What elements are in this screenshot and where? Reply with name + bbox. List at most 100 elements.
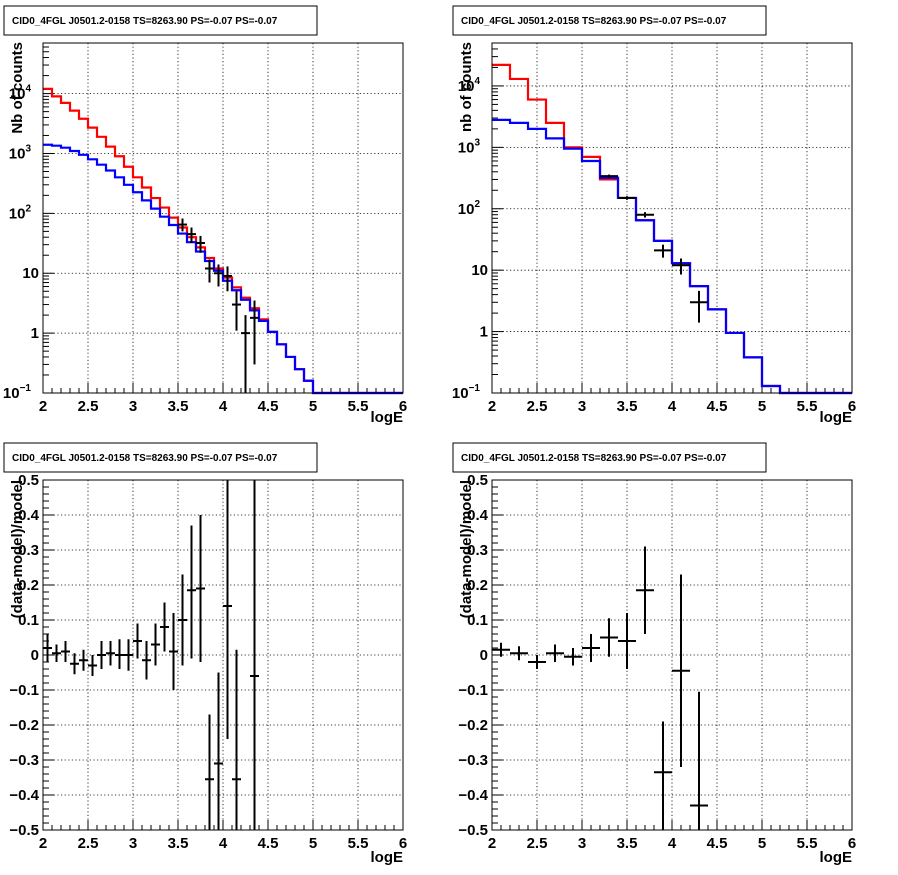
y-tick-label: 103 bbox=[458, 137, 481, 156]
x-axis-label: logE bbox=[371, 849, 404, 866]
panel-counts-left: CID0_4FGL J0501.2-0158 TS=8263.90 PS=-0.… bbox=[3, 5, 407, 426]
y-tick-label: 0.3 bbox=[467, 542, 488, 559]
x-tick-label: 2.5 bbox=[78, 398, 99, 415]
y-tick-label: −0.5 bbox=[9, 822, 39, 839]
y-tick-label: 103 bbox=[9, 143, 32, 162]
panel-residuals-right: CID0_4FGL J0501.2-0158 TS=8263.90 PS=-0.… bbox=[452, 442, 856, 866]
x-tick-label: 6 bbox=[399, 398, 407, 415]
title-box bbox=[452, 5, 767, 36]
x-tick-label: 3.5 bbox=[168, 398, 189, 415]
y-tick-label: −0.1 bbox=[458, 682, 488, 699]
x-tick-label: 4.5 bbox=[258, 398, 279, 415]
chart-title: CID0_4FGL J0501.2-0158 TS=8263.90 PS=-0.… bbox=[12, 453, 278, 464]
plot-frame bbox=[42, 42, 404, 394]
x-tick-label: 2 bbox=[39, 398, 47, 415]
y-tick-label: 0.3 bbox=[18, 542, 39, 559]
x-tick-label: 5 bbox=[309, 835, 317, 852]
x-tick-label: 2.5 bbox=[527, 398, 548, 415]
x-tick-label: 5 bbox=[309, 398, 317, 415]
y-tick-label: 0.4 bbox=[467, 507, 489, 524]
x-tick-label: 6 bbox=[848, 398, 856, 415]
panel-counts-right: CID0_4FGL J0501.2-0158 TS=8263.90 PS=-0.… bbox=[452, 5, 856, 426]
x-tick-label: 3.5 bbox=[617, 835, 638, 852]
x-tick-label: 3.5 bbox=[168, 835, 189, 852]
y-tick-label: 0 bbox=[480, 647, 488, 664]
x-tick-label: 2 bbox=[488, 398, 496, 415]
y-tick-label: −0.4 bbox=[9, 787, 39, 804]
x-tick-label: 4 bbox=[219, 398, 228, 415]
x-axis-label: logE bbox=[820, 409, 853, 426]
x-tick-label: 5.5 bbox=[348, 398, 369, 415]
plot-background bbox=[492, 43, 852, 393]
x-tick-label: 6 bbox=[848, 835, 856, 852]
x-tick-label: 4.5 bbox=[707, 835, 728, 852]
y-tick-label: 1 bbox=[480, 324, 488, 341]
x-tick-label: 3 bbox=[578, 398, 586, 415]
x-tick-label: 6 bbox=[399, 835, 407, 852]
histogram-line bbox=[43, 143, 403, 395]
x-tick-label: 4 bbox=[219, 835, 228, 852]
x-tick-label: 4 bbox=[668, 398, 677, 415]
y-tick-label: −0.2 bbox=[9, 717, 39, 734]
histogram-line bbox=[492, 118, 852, 395]
x-tick-label: 4 bbox=[668, 835, 677, 852]
x-tick-label: 4.5 bbox=[258, 835, 279, 852]
x-tick-label: 5 bbox=[758, 835, 766, 852]
plot-area: 2 2.5 3 3.5 4 4.5 5 5.5 6 −0.5 −0.4 −0.3 −0.2 −0.1 0 0.… bbox=[458, 472, 856, 852]
plot-area: 2 2.5 3 3.5 4 4.5 5 5.5 6 −0.5 −0.4 −0.3 −0.2 −0.1 0 0.… bbox=[9, 472, 407, 852]
x-tick-label: 5.5 bbox=[797, 398, 818, 415]
panel-residuals-left: CID0_4FGL J0501.2-0158 TS=8263.90 PS=-0.… bbox=[3, 442, 407, 866]
y-tick-label: 10−1 bbox=[3, 383, 32, 402]
x-tick-label: 3 bbox=[578, 835, 586, 852]
plot-frame bbox=[491, 42, 853, 394]
y-tick-label: 102 bbox=[9, 203, 32, 222]
y-tick-label: −0.3 bbox=[458, 752, 488, 769]
y-tick-label: 1 bbox=[31, 325, 39, 342]
x-tick-label: 2.5 bbox=[527, 835, 548, 852]
title-box bbox=[452, 442, 767, 473]
y-tick-label: 0.5 bbox=[18, 472, 39, 489]
title-box bbox=[3, 5, 318, 36]
y-tick-label: 0.1 bbox=[467, 612, 488, 629]
plot-background bbox=[43, 43, 403, 393]
x-tick-label: 5.5 bbox=[348, 835, 369, 852]
y-tick-label: 0.2 bbox=[467, 577, 488, 594]
y-tick-label: −0.1 bbox=[9, 682, 39, 699]
y-tick-label: 10 bbox=[22, 265, 39, 282]
title-box bbox=[3, 442, 318, 473]
x-tick-label: 5.5 bbox=[797, 835, 818, 852]
y-tick-label: 0.2 bbox=[18, 577, 39, 594]
y-axis-label: (data-model)/model bbox=[9, 480, 26, 618]
y-tick-label: 0 bbox=[31, 647, 39, 664]
y-tick-label: 102 bbox=[458, 199, 481, 218]
x-tick-label: 3.5 bbox=[617, 398, 638, 415]
y-axis-label: nb of counts bbox=[458, 42, 475, 132]
y-tick-label: −0.4 bbox=[458, 787, 488, 804]
y-tick-label: 0.5 bbox=[467, 472, 488, 489]
plot-frame bbox=[491, 479, 853, 831]
chart-title: CID0_4FGL J0501.2-0158 TS=8263.90 PS=-0.… bbox=[461, 453, 727, 464]
y-tick-label: 10 bbox=[471, 262, 488, 279]
x-tick-label: 2.5 bbox=[78, 835, 99, 852]
x-tick-label: 2 bbox=[39, 835, 47, 852]
x-tick-label: 3 bbox=[129, 835, 137, 852]
y-tick-label: −0.5 bbox=[458, 822, 488, 839]
x-tick-label: 3 bbox=[129, 398, 137, 415]
y-axis-label: Nb of counts bbox=[9, 42, 26, 134]
y-tick-label: 10−1 bbox=[452, 383, 481, 402]
y-axis-label: (data-model)/model bbox=[458, 480, 475, 618]
plot-frame bbox=[42, 479, 404, 831]
y-tick-label: 0.1 bbox=[18, 612, 39, 629]
x-tick-label: 5 bbox=[758, 398, 766, 415]
y-tick-label: −0.2 bbox=[458, 717, 488, 734]
x-tick-label: 4.5 bbox=[707, 398, 728, 415]
x-axis-label: logE bbox=[371, 409, 404, 426]
x-axis-label: logE bbox=[820, 849, 853, 866]
y-tick-label: 0.4 bbox=[18, 507, 40, 524]
chart-title: CID0_4FGL J0501.2-0158 TS=8263.90 PS=-0.… bbox=[12, 16, 278, 27]
y-tick-label: −0.3 bbox=[9, 752, 39, 769]
x-tick-label: 2 bbox=[488, 835, 496, 852]
